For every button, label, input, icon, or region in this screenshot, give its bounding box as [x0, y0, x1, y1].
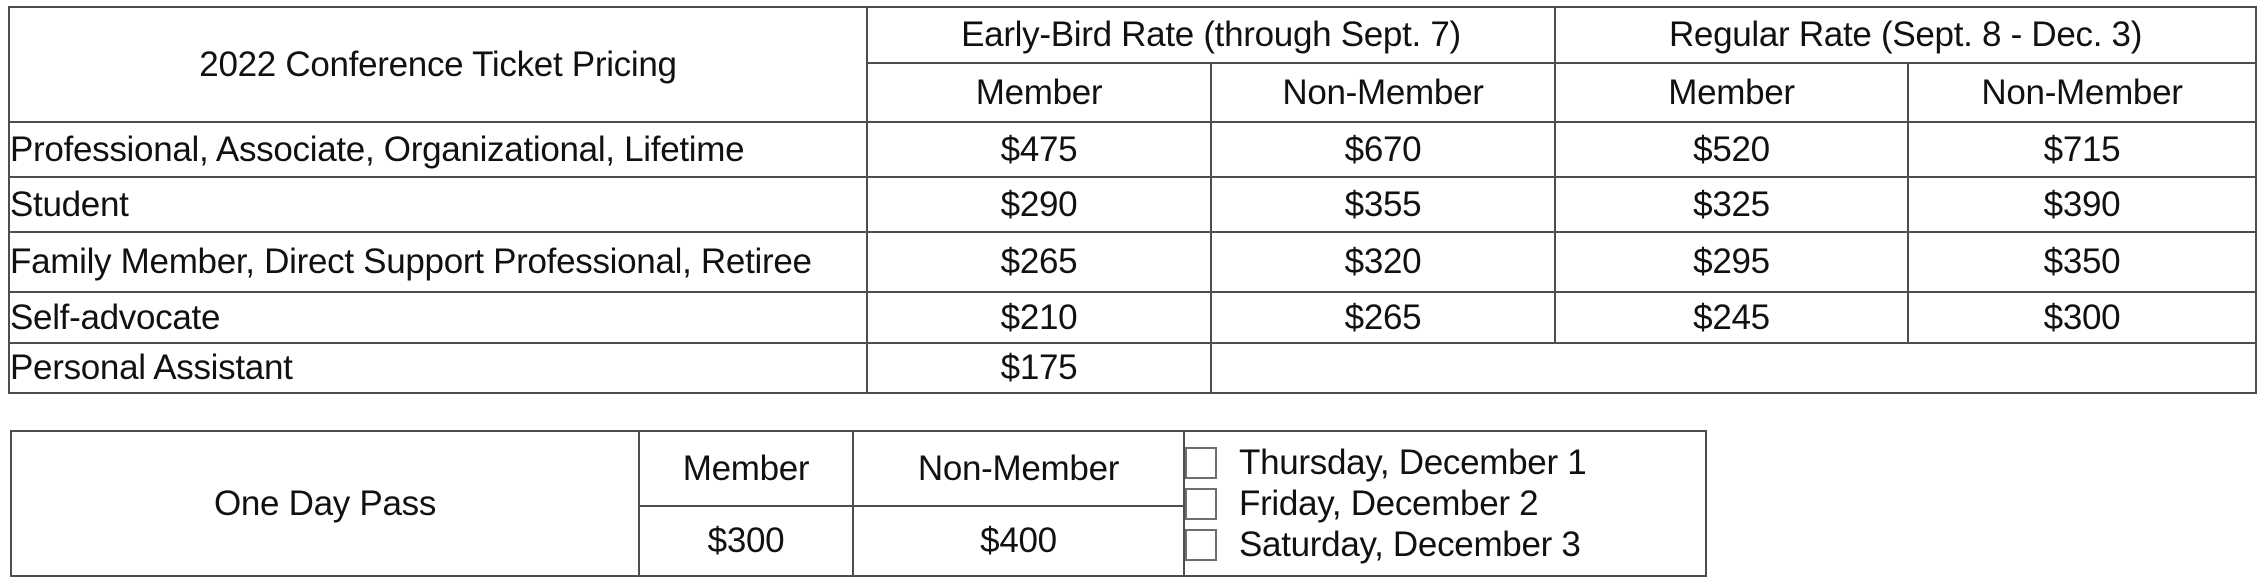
- price-cell: $715: [1906, 121, 2258, 178]
- price-cell: $295: [1554, 231, 1909, 293]
- price-cell: $670: [1210, 121, 1556, 178]
- price-cell: $390: [1906, 176, 2258, 233]
- day-option-label: Thursday, December 1: [1239, 442, 1587, 482]
- one-day-member-price: $300: [638, 505, 854, 577]
- price-cell: $355: [1210, 176, 1556, 233]
- category-cell: Personal Assistant: [8, 342, 868, 394]
- day-option-row: Saturday, December 3: [1186, 524, 1704, 565]
- regular-non-member-header: Non-Member: [1906, 62, 2258, 123]
- one-day-pass-title: One Day Pass: [10, 430, 640, 577]
- empty-region: [1209, 342, 2258, 394]
- conference-pricing-table: 2022 Conference Ticket Pricing Early-Bir…: [8, 6, 2258, 394]
- regular-rate-group-header: Regular Rate (Sept. 8 - Dec. 3): [1553, 6, 2258, 64]
- price-cell: $265: [1210, 291, 1556, 344]
- regular-member-header: Member: [1554, 62, 1909, 123]
- category-cell: Family Member, Direct Support Profession…: [8, 231, 868, 293]
- day-options-cell: Thursday, December 1 Friday, December 2 …: [1183, 430, 1707, 577]
- price-cell: $245: [1554, 291, 1909, 344]
- category-cell: Professional, Associate, Organizational,…: [8, 121, 868, 178]
- one-day-non-member-header: Non-Member: [852, 430, 1185, 507]
- early-bird-group-header: Early-Bird Rate (through Sept. 7): [866, 6, 1556, 64]
- price-cell: $325: [1554, 176, 1909, 233]
- one-day-member-header: Member: [638, 430, 854, 507]
- table-row: Family Member, Direct Support Profession…: [8, 231, 2258, 293]
- day-option-label: Saturday, December 3: [1239, 524, 1581, 564]
- price-cell: $210: [866, 291, 1212, 344]
- day-option-label: Friday, December 2: [1239, 483, 1539, 523]
- price-cell: $350: [1906, 231, 2258, 293]
- table-row: Self-advocate $210 $265 $245 $300: [8, 291, 2258, 344]
- category-cell: Student: [8, 176, 868, 233]
- price-cell: $320: [1210, 231, 1556, 293]
- early-bird-member-header: Member: [866, 62, 1212, 123]
- price-cell: $300: [1906, 291, 2258, 344]
- table-row: Personal Assistant $175: [8, 342, 2258, 394]
- price-cell: $265: [866, 231, 1212, 293]
- day-checkbox-thursday[interactable]: [1186, 446, 1217, 479]
- price-cell: $520: [1554, 121, 1909, 178]
- price-cell: $475: [866, 121, 1212, 178]
- pricing-table-title: 2022 Conference Ticket Pricing: [8, 6, 868, 123]
- day-option-row: Friday, December 2: [1186, 483, 1704, 524]
- day-checkbox-saturday[interactable]: [1186, 528, 1217, 561]
- day-checkbox-friday[interactable]: [1186, 487, 1217, 520]
- day-option-row: Thursday, December 1: [1186, 442, 1704, 483]
- one-day-non-member-price: $400: [852, 505, 1185, 577]
- table-row: Professional, Associate, Organizational,…: [8, 121, 2258, 178]
- table-row: Student $290 $355 $325 $390: [8, 176, 2258, 233]
- early-bird-non-member-header: Non-Member: [1210, 62, 1556, 123]
- category-cell: Self-advocate: [8, 291, 868, 344]
- price-cell: $290: [866, 176, 1212, 233]
- one-day-pass-table: One Day Pass Member Non-Member Thursday,…: [10, 430, 1707, 577]
- price-cell: $175: [866, 342, 1212, 394]
